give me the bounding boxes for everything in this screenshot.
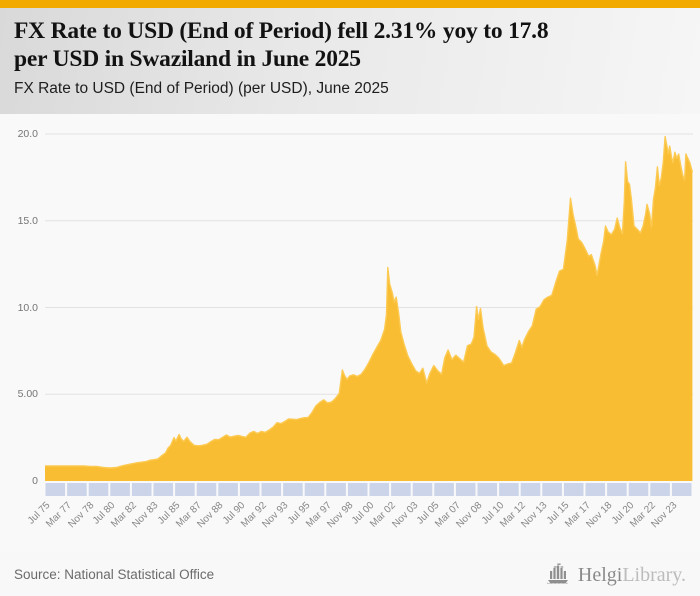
x-tick-band-segment	[563, 483, 584, 496]
x-tick-band-segment	[239, 483, 260, 496]
x-tick-band-segment	[347, 483, 368, 496]
x-tick-band-segment	[67, 483, 87, 496]
x-tick-band-segment	[110, 483, 130, 496]
y-tick-label: 5.00	[17, 388, 38, 401]
title-line-2: per USD in Swaziland in June 2025	[14, 46, 361, 72]
chart-subtitle: FX Rate to USD (End of Period) (per USD)…	[14, 80, 389, 97]
fx-rate-area-series	[45, 136, 693, 481]
chart-header: FX Rate to USD (End of Period) fell 2.31…	[0, 8, 700, 114]
x-tick-band-segment	[369, 483, 390, 496]
x-tick-band-segment	[542, 483, 562, 496]
x-tick-band-segment	[391, 483, 411, 496]
x-tick-band-segment	[88, 483, 109, 496]
x-tick-band-segment	[585, 483, 606, 496]
x-tick-band-segment	[434, 483, 454, 496]
y-tick-label: 10.0	[17, 301, 38, 314]
fx-rate-area-edge	[45, 135, 694, 469]
y-tick-label: 15.0	[17, 214, 38, 227]
x-tick-band-segment	[261, 483, 282, 496]
x-tick-band-segment	[628, 483, 649, 496]
helgilibrary-castle-icon	[546, 563, 568, 584]
accent-topbar	[0, 0, 700, 8]
x-tick-band-segment	[218, 483, 238, 496]
x-tick-band-segment	[477, 483, 498, 496]
source-text: Source: National Statistical Office	[14, 566, 215, 582]
x-tick-band-segment	[326, 483, 346, 496]
x-tick-band-segment	[520, 483, 541, 496]
x-tick-band-segment	[175, 483, 195, 496]
x-tick-band-segment	[607, 483, 627, 496]
x-tick-band-segment	[650, 483, 670, 496]
chart-footer: Source: National Statistical Office Helg…	[0, 552, 700, 596]
x-tick-band-segment	[671, 483, 692, 496]
brand-name-secondary: Library.	[622, 564, 686, 586]
x-tick-band-segment	[283, 483, 303, 496]
x-tick-band-segment	[499, 483, 519, 496]
x-tick-band-segment	[196, 483, 217, 496]
fx-rate-area-chart: 0 5.00 10.0 15.0 20.0 Jul 75 Mar 77 Nov 78 Jul …	[0, 114, 700, 554]
x-tick-band-segment	[455, 483, 476, 496]
page-title: FX Rate to USD (End of Period) fell 2.31…	[14, 17, 686, 73]
x-tick-band-segment	[153, 483, 174, 496]
helgilibrary-logo: HelgiLibrary.	[546, 563, 686, 586]
y-tick-label: 0	[32, 475, 38, 487]
x-tick-band-segment	[304, 483, 325, 496]
brand-name-primary: Helgi	[577, 564, 623, 586]
y-tick-label: 20.0	[17, 128, 38, 140]
x-tick-band-segment	[45, 483, 66, 496]
x-tick-band-segment	[131, 483, 152, 496]
x-tick-band-segment	[412, 483, 433, 496]
title-line-1: FX Rate to USD (End of Period) fell 2.31…	[14, 18, 549, 44]
